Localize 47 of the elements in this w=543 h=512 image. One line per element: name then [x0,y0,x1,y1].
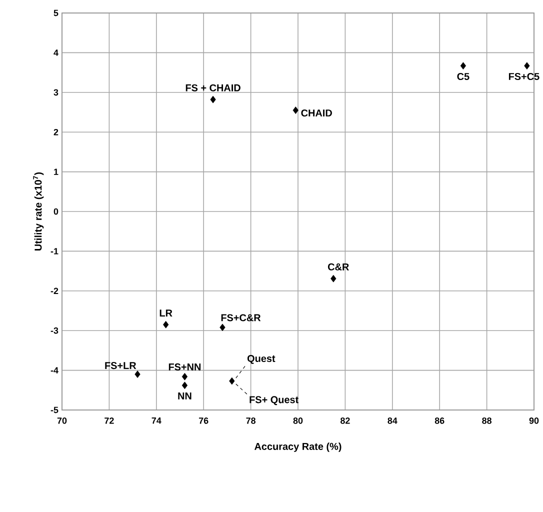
x-tick-label: 76 [199,418,208,424]
point [163,320,169,328]
point [134,370,140,378]
annotation: FS+C5 [508,72,540,80]
y-tick-label: -1 [50,248,58,254]
annotation: FS+C&R [221,314,261,322]
annotation: FS+LR [105,362,136,370]
y-tick-label: 5 [54,10,58,16]
annotation: FS+ Quest [250,396,298,406]
annotation: C5 [457,72,470,80]
point [524,62,530,70]
y-axis-title: Utility rate (x10$^{7}$) [33,172,44,250]
annotation: NN [178,392,192,400]
annotation: CHAID [301,109,332,117]
y-tick-label: 3 [54,89,58,96]
x-tick-label: 72 [104,418,114,424]
y-tick-label: 4 [54,50,58,56]
point [292,106,298,114]
y-tick-label: -4 [50,367,58,374]
annotation: C&R [328,263,349,270]
x-tick-label: 78 [246,418,256,424]
x-tick-label: 74 [152,418,162,424]
y-tick-label: 0 [54,208,58,215]
point [229,377,235,385]
point [210,96,216,104]
annotation: FS+NN [168,363,201,370]
y-tick-label: 2 [54,128,58,136]
point [220,324,226,332]
point [330,274,336,282]
annotation: LR [160,310,172,316]
annotation: Quest [247,354,276,364]
x-tick-label: 70 [57,418,67,424]
x-tick-label: 80 [293,418,303,424]
x-tick-label: 88 [482,418,492,424]
point [460,62,466,70]
point [182,372,188,380]
y-tick-label: -5 [50,406,58,414]
point [182,382,188,390]
y-tick-label: -2 [50,288,58,294]
annotation: FS + CHAID [186,84,240,92]
x-tick-label: 84 [388,418,398,424]
y-tick-label: 1 [54,168,58,175]
y-tick-label: -3 [50,327,58,334]
x-tick-label: 86 [434,418,444,424]
x-tick-label: 90 [529,418,539,424]
x-tick-label: 82 [340,418,350,424]
x-axis-title: Accuracy Rate (%) [254,442,342,452]
